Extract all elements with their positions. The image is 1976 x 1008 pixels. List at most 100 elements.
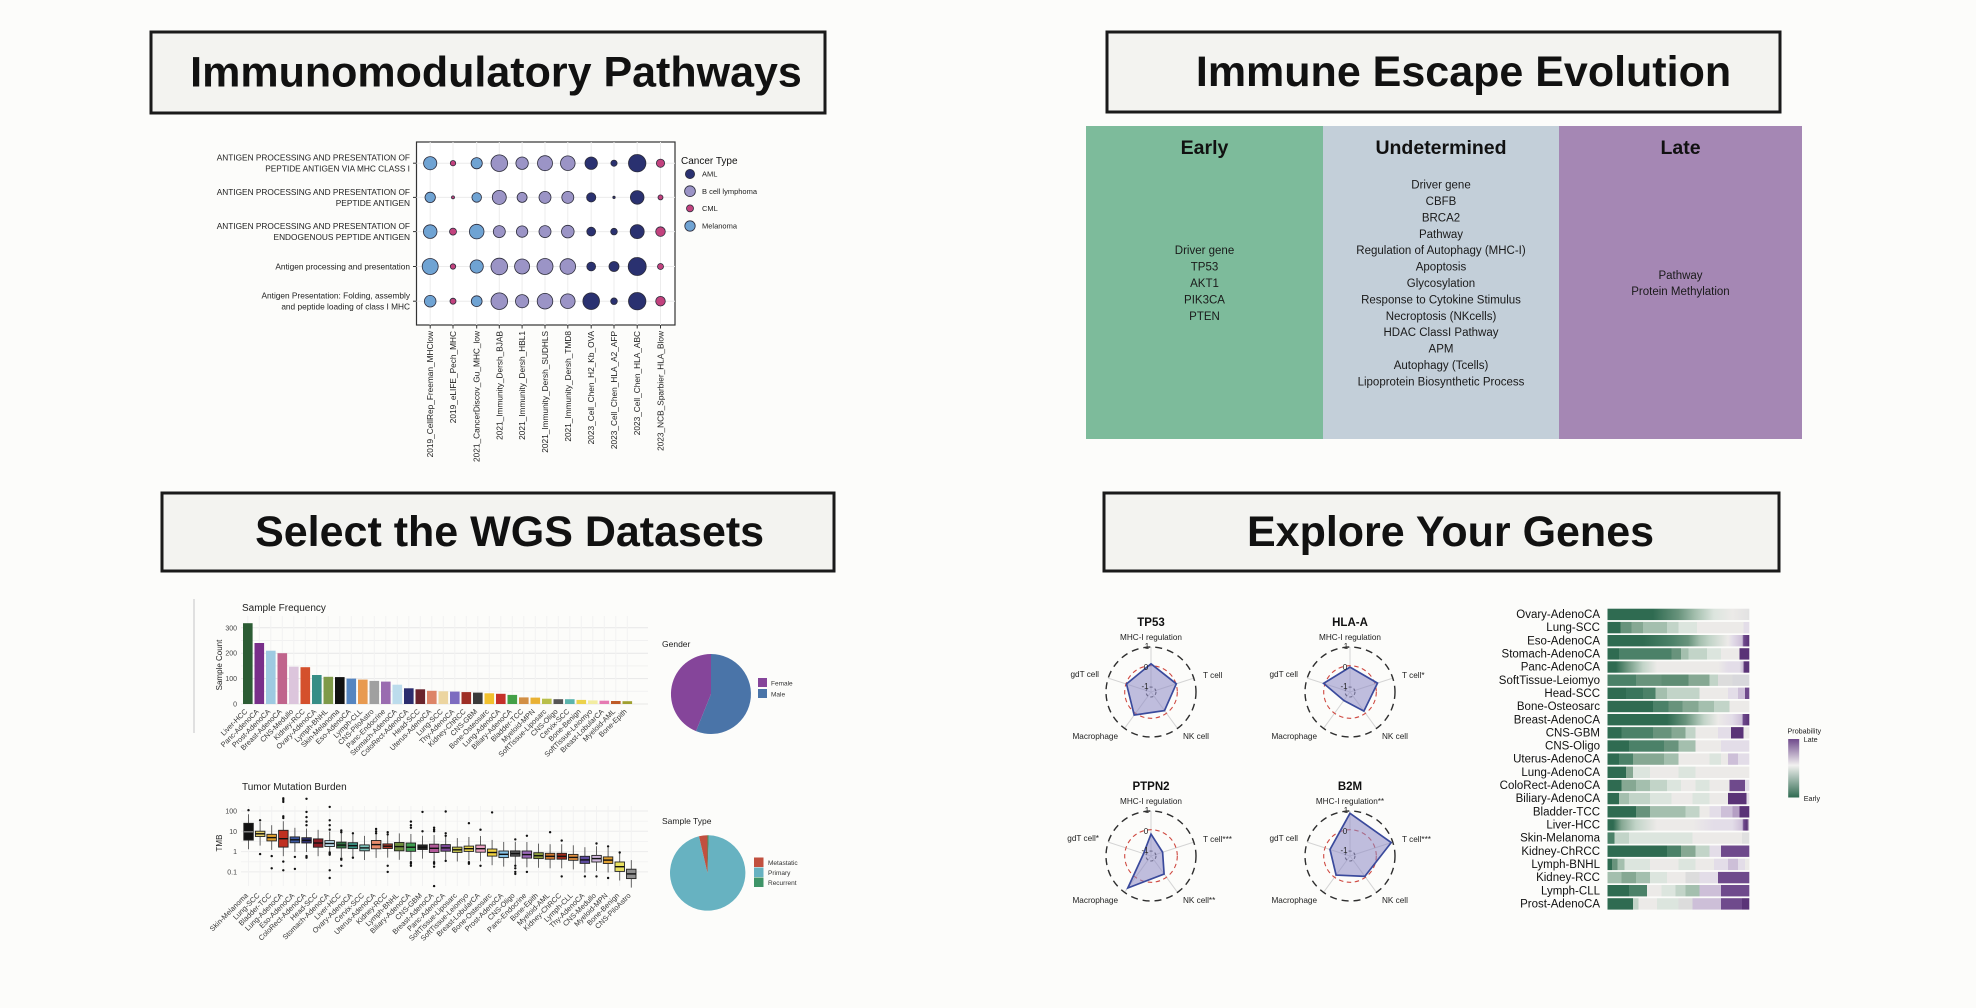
svg-text:T cell***: T cell*** (1402, 835, 1432, 844)
svg-text:Breast-AdenoCA: Breast-AdenoCA (1514, 714, 1601, 726)
svg-text:-1: -1 (1340, 682, 1348, 691)
svg-text:T cell***: T cell*** (1203, 835, 1233, 844)
svg-text:2021_Immunity_Dersh_SUDHLS: 2021_Immunity_Dersh_SUDHLS (540, 331, 550, 453)
svg-text:Select the WGS Datasets: Select the WGS Datasets (255, 508, 764, 556)
svg-text:Macrophage: Macrophage (1072, 896, 1118, 905)
svg-text:Response to Cytokine Stimulus: Response to Cytokine Stimulus (1361, 294, 1521, 306)
svg-text:Apoptosis: Apoptosis (1416, 262, 1467, 274)
svg-text:NK cell: NK cell (1382, 896, 1408, 905)
svg-text:Antigen processing and present: Antigen processing and presentation (275, 262, 410, 272)
svg-text:2023_NCB_Sparbier_HLA_Blow: 2023_NCB_Sparbier_HLA_Blow (656, 330, 666, 451)
svg-text:Lipoprotein Biosynthetic Proce: Lipoprotein Biosynthetic Process (1358, 376, 1525, 388)
svg-text:Probability: Probability (1788, 727, 1822, 736)
svg-text:MHC-I regulation: MHC-I regulation (1120, 633, 1182, 642)
svg-text:AML: AML (702, 170, 717, 179)
svg-text:Macrophage: Macrophage (1271, 732, 1317, 741)
svg-text:1: 1 (1344, 642, 1349, 651)
svg-text:MHC-I regulation: MHC-I regulation (1120, 797, 1182, 806)
svg-text:Skin-Melanoma: Skin-Melanoma (1520, 833, 1600, 845)
svg-text:TMB: TMB (215, 835, 224, 852)
svg-text:Glycosylation: Glycosylation (1407, 278, 1475, 290)
svg-text:Metastatic: Metastatic (768, 860, 798, 867)
svg-text:Explore Your Genes: Explore Your Genes (1247, 508, 1654, 556)
svg-text:HLA-A: HLA-A (1332, 617, 1368, 629)
svg-text:2023_Cell_Chen_HLA_A2_AFP: 2023_Cell_Chen_HLA_A2_AFP (609, 331, 619, 450)
svg-text:Lung-SCC: Lung-SCC (1546, 622, 1600, 634)
svg-text:Biliary-AdenoCA: Biliary-AdenoCA (1516, 793, 1601, 805)
svg-text:PEPTIDE ANTIGEN: PEPTIDE ANTIGEN (336, 198, 410, 208)
svg-text:Gender: Gender (662, 639, 691, 649)
svg-text:Prost-AdenoCA: Prost-AdenoCA (1520, 899, 1600, 911)
svg-text:Panc-AdenoCA: Panc-AdenoCA (1521, 662, 1601, 674)
svg-text:Autophagy (Tcells): Autophagy (Tcells) (1394, 360, 1489, 372)
svg-text:Sample Type: Sample Type (662, 816, 712, 826)
svg-text:2023_Cell_Chen_H2_Kb_OVA: 2023_Cell_Chen_H2_Kb_OVA (586, 331, 596, 445)
svg-text:T cell: T cell (1203, 671, 1223, 680)
svg-text:AKT1: AKT1 (1190, 278, 1219, 290)
svg-text:Antigen Presentation: Folding,: Antigen Presentation: Folding, assembly (261, 291, 410, 301)
svg-text:100: 100 (225, 809, 237, 816)
svg-text:Ovary-AdenoCA: Ovary-AdenoCA (1516, 609, 1600, 621)
svg-text:1: 1 (1145, 642, 1150, 651)
svg-text:0: 0 (1343, 663, 1348, 672)
svg-text:CNS-Oligo: CNS-Oligo (1545, 741, 1600, 753)
svg-text:Stomach-AdenoCA: Stomach-AdenoCA (1502, 649, 1601, 661)
svg-text:10: 10 (229, 829, 237, 836)
svg-text:2023_Cell_Chen_HLA_ABC: 2023_Cell_Chen_HLA_ABC (632, 331, 642, 435)
svg-text:gdT cell: gdT cell (1269, 670, 1298, 679)
svg-text:gdT cell*: gdT cell* (1067, 834, 1100, 843)
svg-text:Tumor Mutation Burden: Tumor Mutation Burden (242, 782, 347, 793)
svg-text:Eso-AdenoCA: Eso-AdenoCA (1527, 635, 1600, 647)
svg-text:100: 100 (225, 676, 237, 683)
svg-text:Immune Escape Evolution: Immune Escape Evolution (1196, 48, 1731, 96)
svg-text:MHC-I regulation: MHC-I regulation (1319, 633, 1381, 642)
svg-text:B cell lymphoma: B cell lymphoma (702, 187, 758, 196)
svg-text:Lymph-CLL: Lymph-CLL (1541, 885, 1601, 897)
svg-text:PTEN: PTEN (1189, 311, 1220, 323)
svg-text:2021_Immunity_Dersh_TMD8: 2021_Immunity_Dersh_TMD8 (563, 331, 573, 442)
svg-text:300: 300 (225, 625, 237, 632)
svg-text:Recurrent: Recurrent (768, 880, 797, 887)
svg-text:CNS-GBM: CNS-GBM (1546, 727, 1600, 739)
svg-text:200: 200 (225, 651, 237, 658)
svg-text:0.1: 0.1 (227, 869, 237, 876)
svg-text:CBFB: CBFB (1426, 196, 1457, 208)
svg-text:Late: Late (1804, 735, 1818, 744)
svg-text:Pathway: Pathway (1658, 270, 1702, 282)
svg-text:1: 1 (1344, 806, 1349, 815)
svg-text:gdT cell: gdT cell (1269, 834, 1298, 843)
svg-text:PIK3CA: PIK3CA (1184, 294, 1225, 306)
svg-text:Bone-Osteosarc: Bone-Osteosarc (1517, 701, 1600, 713)
svg-text:0: 0 (1144, 827, 1149, 836)
svg-text:2021_CancerDiscov_Gu_MHC_low: 2021_CancerDiscov_Gu_MHC_low (472, 330, 482, 462)
svg-text:2019_eLIFE_Pech_MHC: 2019_eLIFE_Pech_MHC (448, 331, 458, 423)
svg-text:Lung-AdenoCA: Lung-AdenoCA (1521, 767, 1600, 779)
svg-text:-1: -1 (1340, 846, 1348, 855)
svg-text:0: 0 (1144, 663, 1149, 672)
svg-text:Lymph-BNHL: Lymph-BNHL (1531, 859, 1600, 871)
svg-text:NK cell: NK cell (1183, 732, 1209, 741)
svg-text:Liver-HCC: Liver-HCC (1546, 820, 1600, 832)
svg-text:Necroptosis (NKcells): Necroptosis (NKcells) (1386, 311, 1497, 323)
svg-text:NK cell**: NK cell** (1183, 896, 1216, 905)
svg-text:Female: Female (771, 681, 793, 688)
svg-text:2021_Immunity_Dersh_HBL1: 2021_Immunity_Dersh_HBL1 (517, 331, 527, 440)
svg-text:PEPTIDE ANTIGEN VIA MHC CLASS: PEPTIDE ANTIGEN VIA MHC CLASS I (265, 164, 410, 174)
svg-text:Driver gene: Driver gene (1175, 245, 1234, 257)
svg-text:Driver gene: Driver gene (1411, 180, 1470, 192)
svg-text:2021_Immunity_Dersh_BJAB: 2021_Immunity_Dersh_BJAB (494, 331, 504, 440)
svg-text:Sample Count: Sample Count (215, 639, 224, 690)
svg-text:1: 1 (1145, 806, 1150, 815)
svg-text:Macrophage: Macrophage (1072, 732, 1118, 741)
svg-text:ColoRect-AdenoCA: ColoRect-AdenoCA (1500, 780, 1601, 792)
svg-text:0: 0 (1343, 827, 1348, 836)
svg-text:APM: APM (1429, 344, 1454, 356)
svg-text:Kidney-RCC: Kidney-RCC (1536, 872, 1600, 884)
svg-text:Immunomodulatory Pathways: Immunomodulatory Pathways (190, 49, 802, 97)
svg-text:T cell*: T cell* (1402, 671, 1425, 680)
svg-text:Kidney-ChRCC: Kidney-ChRCC (1521, 846, 1600, 858)
svg-text:SoftTissue-Leiomyo: SoftTissue-Leiomyo (1499, 675, 1600, 687)
svg-text:1: 1 (233, 849, 237, 856)
svg-text:Male: Male (771, 692, 785, 699)
svg-text:-1: -1 (1141, 846, 1149, 855)
